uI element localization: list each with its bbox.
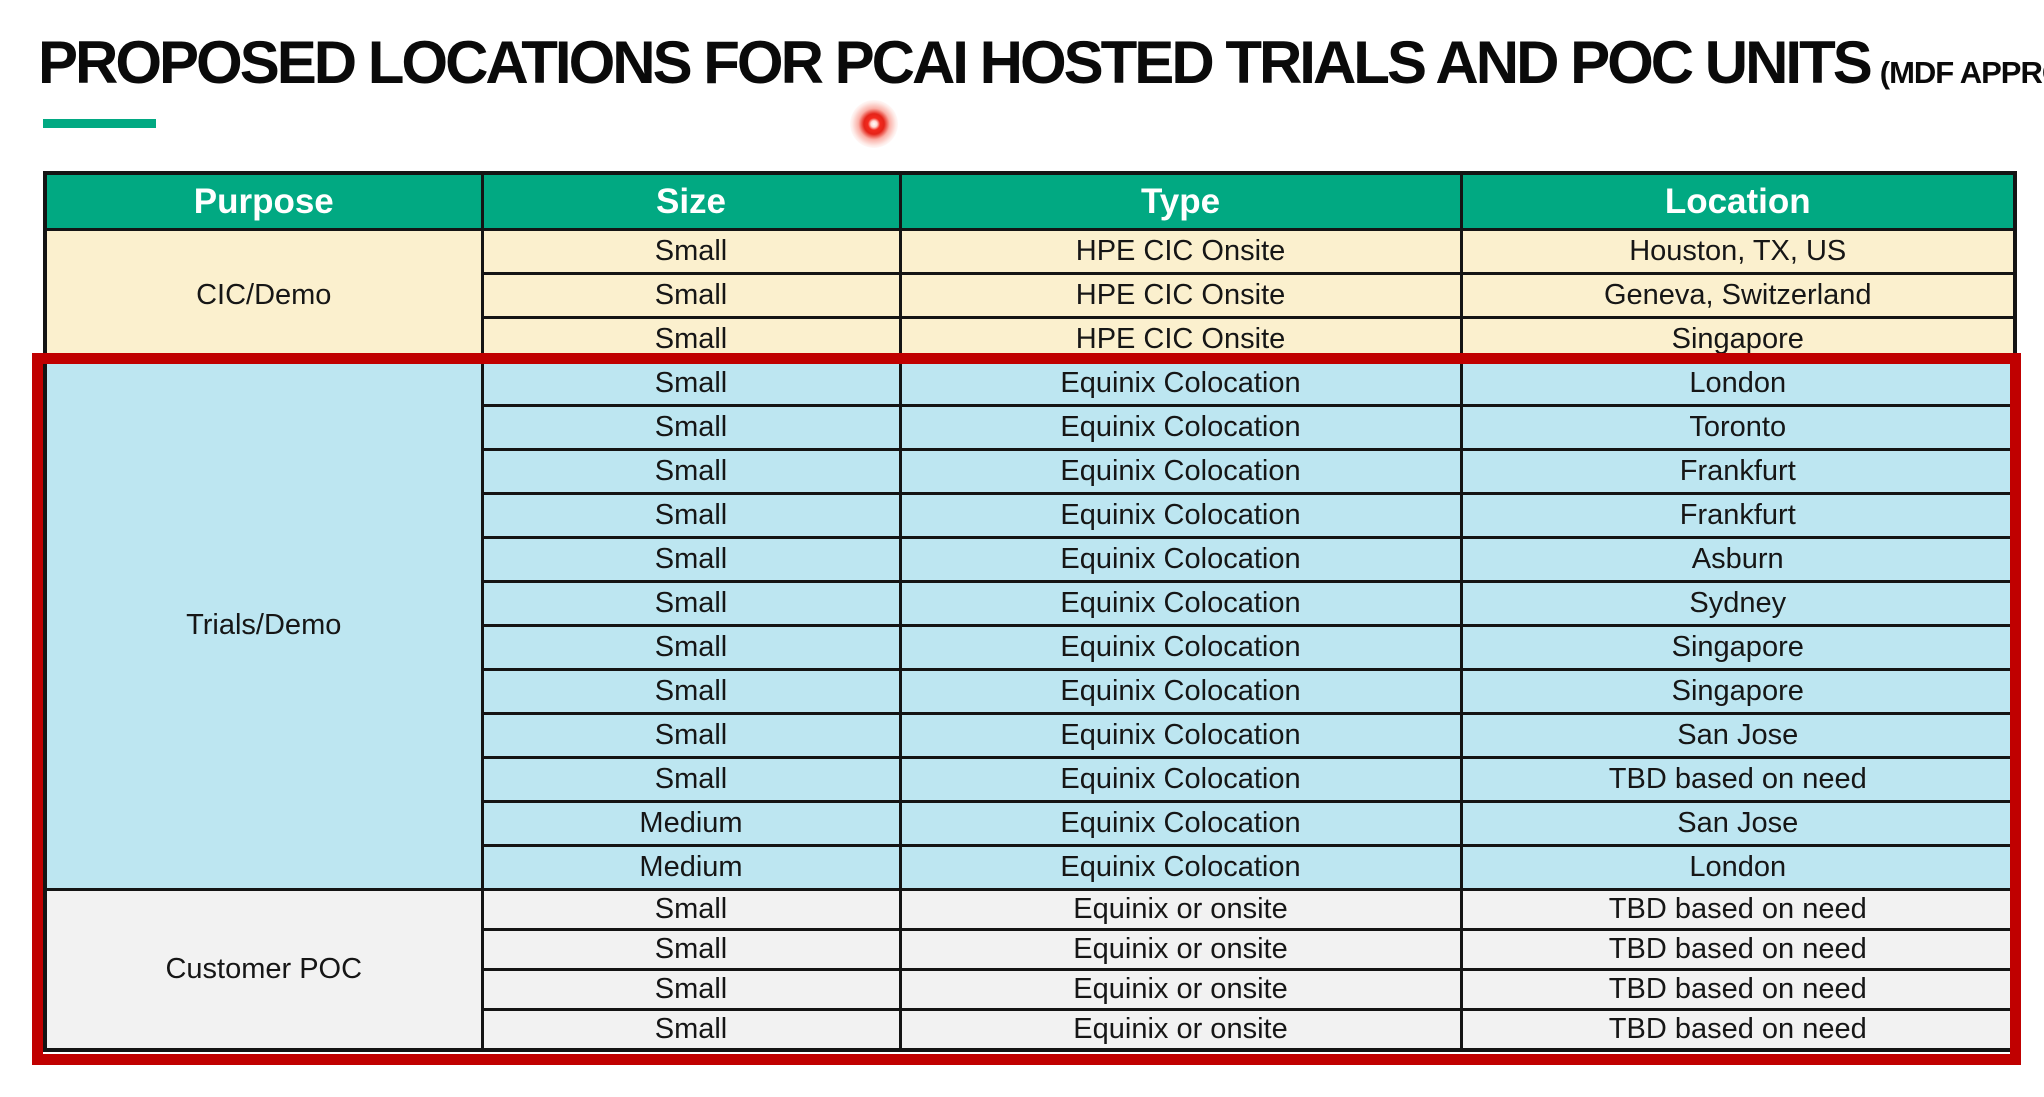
- cell-type: Equinix Colocation: [898, 624, 1463, 671]
- cell-type: Equinix Colocation: [898, 844, 1463, 891]
- header-cell-location: Location: [1459, 171, 2017, 231]
- table-row: Small HPE CIC Onsite Geneva, Switzerland: [45, 272, 2017, 319]
- cell-type: Equinix Colocation: [898, 536, 1463, 583]
- cell-type: Equinix Colocation: [898, 404, 1463, 451]
- cell-size: Small: [480, 536, 902, 583]
- cell-type: Equinix Colocation: [898, 448, 1463, 495]
- table-row: Small Equinix Colocation Frankfurt: [45, 492, 2017, 539]
- header-cell-purpose: Purpose: [43, 171, 484, 231]
- cell-location: TBD based on need: [1459, 888, 2017, 931]
- cell-type: Equinix Colocation: [898, 756, 1463, 803]
- cell-location: Asburn: [1459, 536, 2017, 583]
- cell-size: Small: [480, 624, 902, 671]
- table-row: Small Equinix or onsite TBD based on nee…: [45, 1008, 2017, 1052]
- table-header-row: Purpose Size Type Location: [43, 171, 2017, 231]
- table-row: CIC/Demo Small HPE CIC Onsite Houston, T…: [43, 228, 2017, 363]
- page-title-suffix: (MDF APPROVED): [1879, 55, 2044, 90]
- cell-type: Equinix or onsite: [898, 968, 1463, 1011]
- locations-table: Purpose Size Type Location CIC/Demo Smal…: [43, 171, 2017, 1052]
- table-row: Trials/Demo Small Equinix Colocation Lon…: [43, 360, 2017, 891]
- cell-size: Small: [480, 1008, 902, 1052]
- table-row: Small Equinix Colocation Singapore: [45, 668, 2017, 715]
- cell-type: HPE CIC Onsite: [898, 228, 1463, 275]
- cell-location: San Jose: [1459, 800, 2017, 847]
- cell-size: Small: [480, 228, 902, 275]
- cell-type: Equinix or onsite: [898, 888, 1463, 931]
- cell-size: Small: [480, 316, 902, 363]
- cell-size: Small: [480, 404, 902, 451]
- header-cell-type: Type: [898, 171, 1463, 231]
- cell-size: Small: [480, 668, 902, 715]
- cell-location: Geneva, Switzerland: [1459, 272, 2017, 319]
- table-row: Small Equinix or onsite TBD based on nee…: [45, 928, 2017, 971]
- cell-type: Equinix Colocation: [898, 712, 1463, 759]
- table-row: Medium Equinix Colocation London: [45, 844, 2017, 891]
- cell-type: Equinix Colocation: [898, 800, 1463, 847]
- table-row: Small Equinix Colocation Sydney: [45, 580, 2017, 627]
- purpose-cell-trials-demo: Trials/Demo: [43, 360, 484, 891]
- cell-size: Small: [480, 272, 902, 319]
- cell-location: Houston, TX, US: [1459, 228, 2017, 275]
- cell-location: Singapore: [1459, 624, 2017, 671]
- laser-pointer-dot: [850, 100, 898, 148]
- purpose-cell-customer-poc: Customer POC: [43, 888, 484, 1052]
- cell-type: Equinix Colocation: [898, 668, 1463, 715]
- title-accent-bar: [43, 119, 156, 128]
- table-row: Small Equinix Colocation Asburn: [45, 536, 2017, 583]
- cell-type: Equinix Colocation: [898, 360, 1463, 407]
- cell-type: Equinix Colocation: [898, 580, 1463, 627]
- cell-location: London: [1459, 844, 2017, 891]
- cell-type: Equinix or onsite: [898, 1008, 1463, 1052]
- header-cell-size: Size: [480, 171, 902, 231]
- cell-size: Small: [480, 580, 902, 627]
- cell-location: Sydney: [1459, 580, 2017, 627]
- cell-location: Frankfurt: [1459, 492, 2017, 539]
- cell-size: Small: [480, 756, 902, 803]
- purpose-cell-cic-demo: CIC/Demo: [43, 228, 484, 363]
- cell-location: TBD based on need: [1459, 928, 2017, 971]
- cell-location: Toronto: [1459, 404, 2017, 451]
- cell-location: TBD based on need: [1459, 1008, 2017, 1052]
- cell-type: Equinix Colocation: [898, 492, 1463, 539]
- cell-size: Small: [480, 360, 902, 407]
- cell-location: London: [1459, 360, 2017, 407]
- cell-size: Medium: [480, 844, 902, 891]
- page-title-main: PROPOSED LOCATIONS FOR PCAI HOSTED TRIAL…: [38, 29, 1873, 96]
- cell-size: Small: [480, 928, 902, 971]
- page-title: PROPOSED LOCATIONS FOR PCAI HOSTED TRIAL…: [38, 30, 2044, 96]
- table-row: Small Equinix or onsite TBD based on nee…: [45, 968, 2017, 1011]
- table-row: Small Equinix Colocation Frankfurt: [45, 448, 2017, 495]
- cell-size: Small: [480, 888, 902, 931]
- table-row: Customer POC Small Equinix or onsite TBD…: [43, 888, 2017, 1052]
- cell-size: Small: [480, 492, 902, 539]
- cell-size: Small: [480, 968, 902, 1011]
- table-row: Small Equinix Colocation Singapore: [45, 624, 2017, 671]
- cell-size: Small: [480, 712, 902, 759]
- cell-location: TBD based on need: [1459, 756, 2017, 803]
- cell-size: Small: [480, 448, 902, 495]
- cell-type: HPE CIC Onsite: [898, 316, 1463, 363]
- table-row: Small Equinix Colocation San Jose: [45, 712, 2017, 759]
- cell-type: Equinix or onsite: [898, 928, 1463, 971]
- cell-location: San Jose: [1459, 712, 2017, 759]
- table-row: Medium Equinix Colocation San Jose: [45, 800, 2017, 847]
- cell-location: Frankfurt: [1459, 448, 2017, 495]
- cell-location: TBD based on need: [1459, 968, 2017, 1011]
- cell-type: HPE CIC Onsite: [898, 272, 1463, 319]
- table-row: Small Equinix Colocation TBD based on ne…: [45, 756, 2017, 803]
- cell-size: Medium: [480, 800, 902, 847]
- cell-location: Singapore: [1459, 668, 2017, 715]
- cell-location: Singapore: [1459, 316, 2017, 363]
- table-row: Small Equinix Colocation Toronto: [45, 404, 2017, 451]
